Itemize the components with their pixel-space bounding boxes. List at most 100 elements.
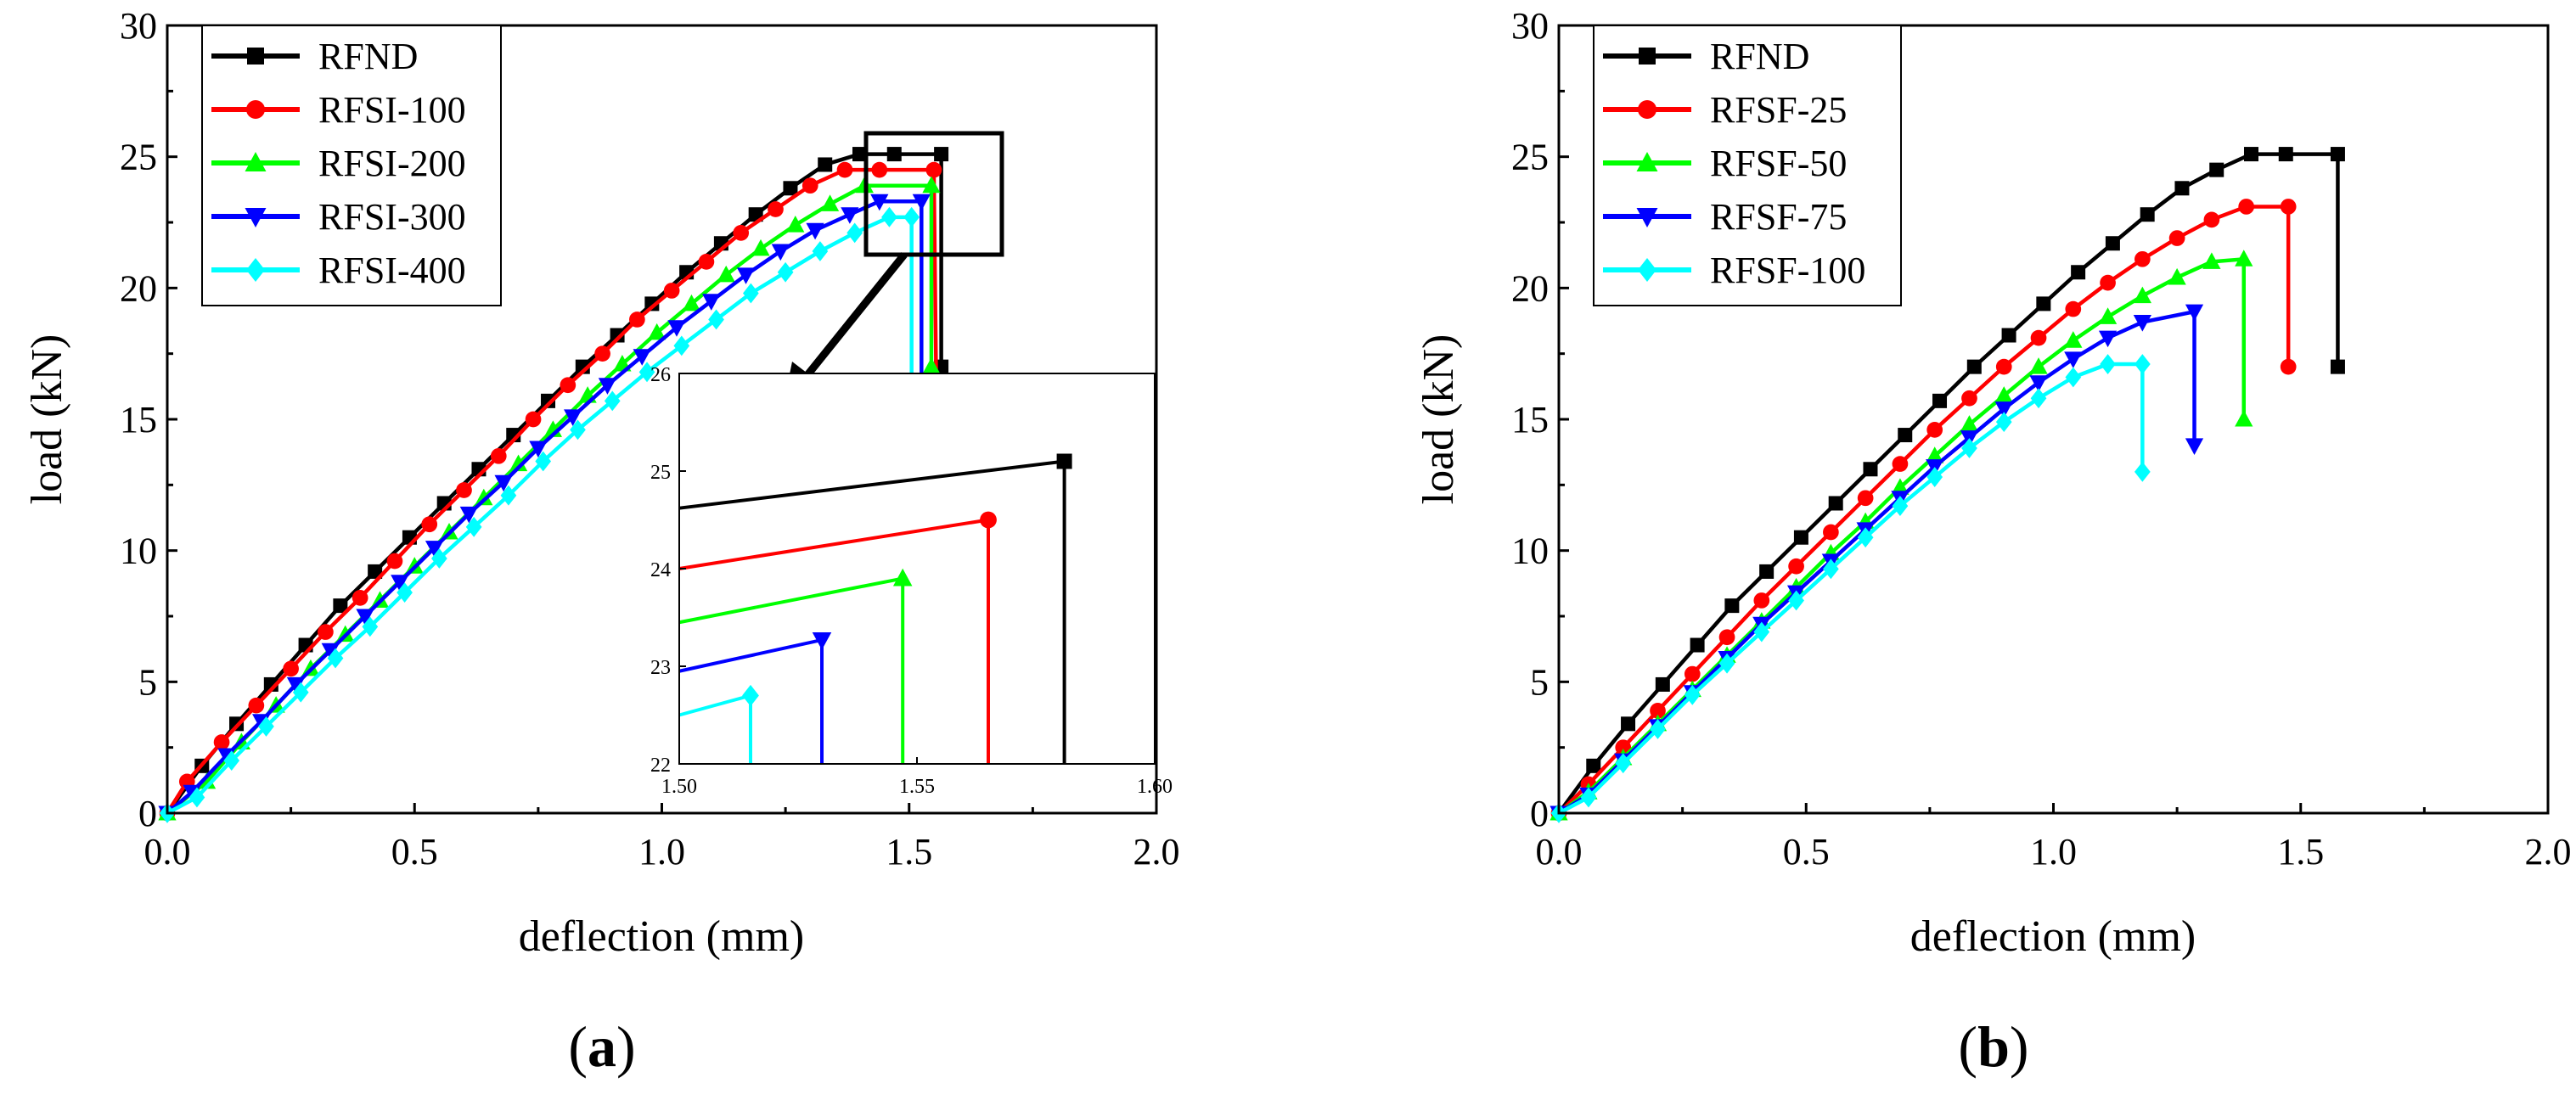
data-point-RFSI-200 <box>509 454 528 472</box>
data-point-RFSI-400 <box>188 787 205 808</box>
data-point-RFND <box>333 598 348 614</box>
x-tick-label: 1.0 <box>638 831 685 873</box>
data-point-RFND <box>2071 265 2086 280</box>
y-tick-label: 5 <box>1530 661 1549 703</box>
data-point-RFSF-50 <box>1960 415 1979 432</box>
x-tick-label: 2.0 <box>1133 831 1180 873</box>
data-point-RFND <box>1655 676 1670 692</box>
data-point-RFSF-100 <box>2100 354 2116 374</box>
data-point-RFSI-100 <box>768 201 784 217</box>
inset-y-tick-label: 22 <box>650 755 671 777</box>
data-point-RFSF-100 <box>1823 558 1839 580</box>
data-point-RFSI-200 <box>922 176 941 194</box>
legend-marker <box>247 48 264 65</box>
data-point-RFSF-100 <box>1857 527 1874 548</box>
panel-a-label-letter: a <box>588 1014 616 1079</box>
data-point-RFSI-100 <box>318 624 334 640</box>
legend-entry-RFSI-200: RFSI-200 <box>211 143 466 184</box>
data-point-RFSF-25 <box>2030 329 2047 346</box>
data-point-RFND <box>886 147 902 162</box>
data-point-RFSI-400 <box>570 419 586 441</box>
data-point-RFND <box>2174 181 2190 196</box>
inset-ticks <box>678 373 1156 765</box>
data-point-RFSI-400 <box>604 390 621 412</box>
legend-entry-RFSF-25: RFSF-25 <box>1603 89 1847 131</box>
data-point-RFSF-25 <box>2203 211 2220 228</box>
data-point-RFSI-400 <box>881 206 897 227</box>
data-point-RFND <box>1932 393 1948 408</box>
inset-series-RFSI-300 <box>678 631 832 764</box>
data-point-RFSI-100 <box>248 697 265 714</box>
data-point-RFSI-300 <box>286 676 306 694</box>
data-point-RFSF-50 <box>2168 267 2186 285</box>
x-tick-label: 0.0 <box>144 831 191 873</box>
panel-a-y-axis-title: load (kN) <box>23 334 71 505</box>
data-point-RFSI-100 <box>525 411 542 428</box>
legend-entry-RFSF-75: RFSF-75 <box>1603 196 1847 238</box>
data-point-RFND <box>368 564 383 579</box>
legend-label: RFSI-200 <box>318 143 466 184</box>
data-point-RFSF-75 <box>1994 401 2013 418</box>
data-point-RFSI-400 <box>846 222 863 244</box>
inset-y-tick-label: 25 <box>650 462 671 484</box>
data-point-RFSI-400 <box>292 682 309 703</box>
legend-entry-RFND: RFND <box>211 36 418 77</box>
data-point-RFSF-25 <box>1961 390 1977 407</box>
data-point-RFSI-100 <box>733 225 750 241</box>
data-point-RFSF-25 <box>1684 665 1701 682</box>
panel-a: 0.0 0.5 1.0 1.5 2.0 0 5 10 15 20 25 30 deflection … <box>23 5 1180 1079</box>
series-RFSI-100 <box>159 161 945 822</box>
data-point-RFND <box>783 181 798 196</box>
inset-x-tick-labels: 1.50 1.55 1.60 <box>661 776 1173 798</box>
data-point-RFSF-75 <box>2029 375 2048 392</box>
legend-entry-RFSI-300: RFSI-300 <box>211 196 466 238</box>
data-point-RFSF-50 <box>1891 478 1910 495</box>
data-point-RFSI-400 <box>258 716 274 737</box>
data-point-RFND <box>1793 530 1808 545</box>
inset-background <box>679 373 1155 764</box>
data-point-RFSF-100 <box>1753 621 1770 643</box>
data-point-RFSI-300 <box>321 643 340 660</box>
data-point-RFSI-100 <box>836 161 853 178</box>
y-tick-label: 10 <box>1511 530 1549 572</box>
data-point-RFSI-400 <box>465 516 482 537</box>
y-tick-label: 30 <box>120 5 157 47</box>
data-point-RFND <box>818 157 833 172</box>
data-point-RFSI-300 <box>598 378 617 395</box>
data-point-RFSF-25 <box>1995 358 2012 375</box>
data-point-RFSI-400 <box>431 548 447 569</box>
panel-b-ticks <box>1557 24 2550 815</box>
data-point-RFSI-400 <box>777 261 794 283</box>
series-RFSI-400 <box>159 206 920 823</box>
data-point-RFND <box>541 393 556 408</box>
y-tick-label: 30 <box>1511 5 1549 47</box>
data-point-RFSI-200 <box>682 294 701 311</box>
data-point-RFSF-50 <box>1926 446 1944 463</box>
panel-b-x-axis-title: deflection (mm) <box>1910 912 2196 961</box>
data-point-RFSF-25 <box>2100 274 2116 291</box>
data-point-RFSI-200 <box>648 323 666 340</box>
data-point-RFND <box>934 147 949 162</box>
data-point-RFSI-400 <box>638 362 655 383</box>
data-point-RFSI-200 <box>475 488 493 506</box>
y-tick-label: 10 <box>120 530 157 572</box>
legend-entry-RFND: RFND <box>1603 36 1809 77</box>
data-point-RFSF-100 <box>1580 787 1597 808</box>
data-point-RFSI-300 <box>494 474 513 492</box>
data-point-RFND <box>2244 147 2258 162</box>
series-line-RFSF-100 <box>1557 362 2145 815</box>
data-point-RFND <box>610 328 625 343</box>
panel-b-label-letter: b <box>1977 1014 2010 1079</box>
data-point-RFSF-25 <box>1823 524 1839 541</box>
data-point-RFSI-400 <box>673 335 690 356</box>
data-point-RFND <box>1586 758 1601 773</box>
y-tick-label: 15 <box>1511 399 1549 441</box>
legend-marker <box>245 208 267 227</box>
data-point-RFSI-300 <box>870 194 889 211</box>
data-point-RFSF-25 <box>2280 199 2297 215</box>
inset-series-RFSI-200 <box>678 568 913 764</box>
data-point-RFSF-100 <box>1615 753 1632 774</box>
data-point-RFSF-100 <box>1650 719 1666 739</box>
legend-entry-RFSI-400: RFSI-400 <box>211 250 466 291</box>
